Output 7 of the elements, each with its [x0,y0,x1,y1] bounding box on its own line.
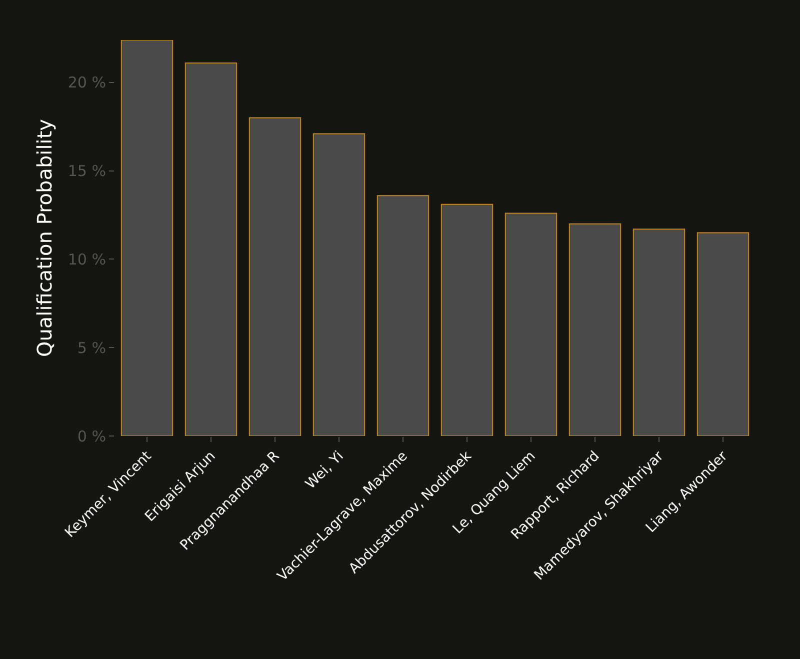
y-tick-label: 20 % [68,74,106,92]
y-tick-label: 5 % [77,338,106,357]
y-axis-title: Qualification Probability [32,118,56,358]
y-tick-label: 0 % [77,427,106,446]
y-tick-label: 10 % [68,250,106,268]
x-tick-label: Wei, Yi [302,448,347,492]
y-tick-label: 15 % [68,162,106,180]
